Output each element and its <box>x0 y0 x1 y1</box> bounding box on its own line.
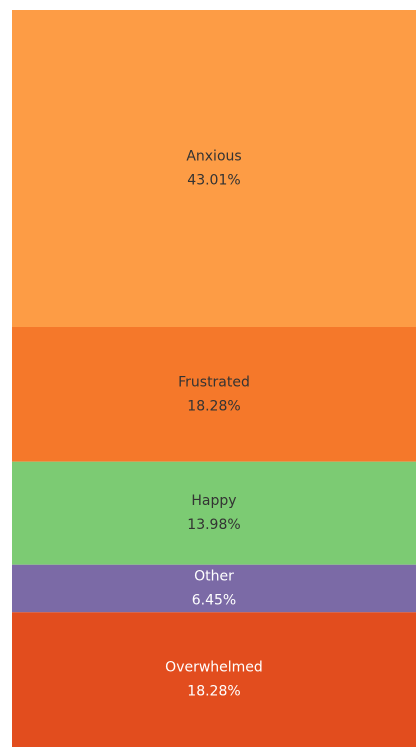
segment-label: Frustrated <box>178 374 250 390</box>
bar-segment <box>12 10 416 327</box>
bar-segment <box>12 612 416 747</box>
bar-segment <box>12 461 416 565</box>
segment-value-label: 18.28% <box>187 684 240 700</box>
segment-value-label: 6.45% <box>192 593 236 609</box>
segment-label: Happy <box>191 493 236 509</box>
bar-segment <box>12 564 416 613</box>
segment-label: Anxious <box>186 148 241 164</box>
segment-value-label: 13.98% <box>187 517 240 533</box>
bar-segment <box>12 326 416 462</box>
segment-label: Other <box>194 569 234 585</box>
segment-value-label: 43.01% <box>187 172 240 188</box>
segment-label: Overwhelmed <box>165 660 263 676</box>
segment-value-label: 18.28% <box>187 398 240 414</box>
